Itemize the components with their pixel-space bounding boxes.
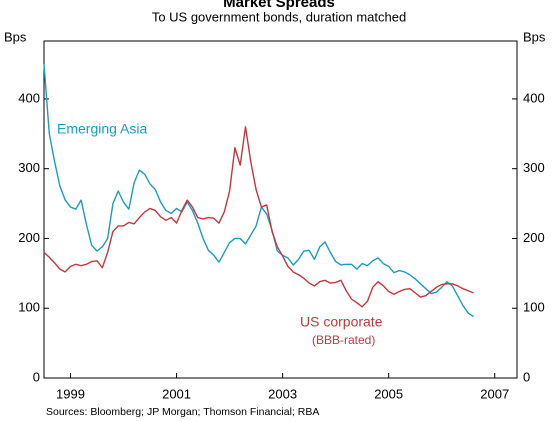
y2-tick-label: 400 [523,90,545,105]
y2-tick-label: 300 [523,160,545,175]
x-tick-label: 2005 [374,386,403,401]
y-tick-label: 200 [18,230,40,245]
plot-frame [43,40,518,379]
y-tick-label: 400 [18,90,40,105]
series-line [43,126,474,308]
chart-title: Market Spreads [223,0,335,11]
series-annotation: US corporate [300,314,383,330]
y-tick-label: 300 [18,160,40,175]
y2-tick-label: 0 [523,369,530,384]
x-tick-label: 2007 [480,386,509,401]
y-tick-label: 100 [18,300,40,315]
y2-tick-label: 200 [523,230,545,245]
y-tick-label: 0 [33,369,40,384]
series-annotation: Emerging Asia [57,121,147,137]
x-tick-label: 1999 [56,386,85,401]
y2-tick-label: 100 [523,300,545,315]
series-line [43,63,474,318]
x-tick-label: 2001 [162,386,191,401]
chart-subtitle: To US government bonds, duration matched [152,9,406,24]
source-note: Sources: Bloomberg; JP Morgan; Thomson F… [46,406,319,418]
series-annotation: (BBB-rated) [312,333,375,347]
x-tick-label: 2003 [268,386,297,401]
y2-axis-label: Bps [523,29,546,44]
y-axis-label: Bps [4,29,27,44]
